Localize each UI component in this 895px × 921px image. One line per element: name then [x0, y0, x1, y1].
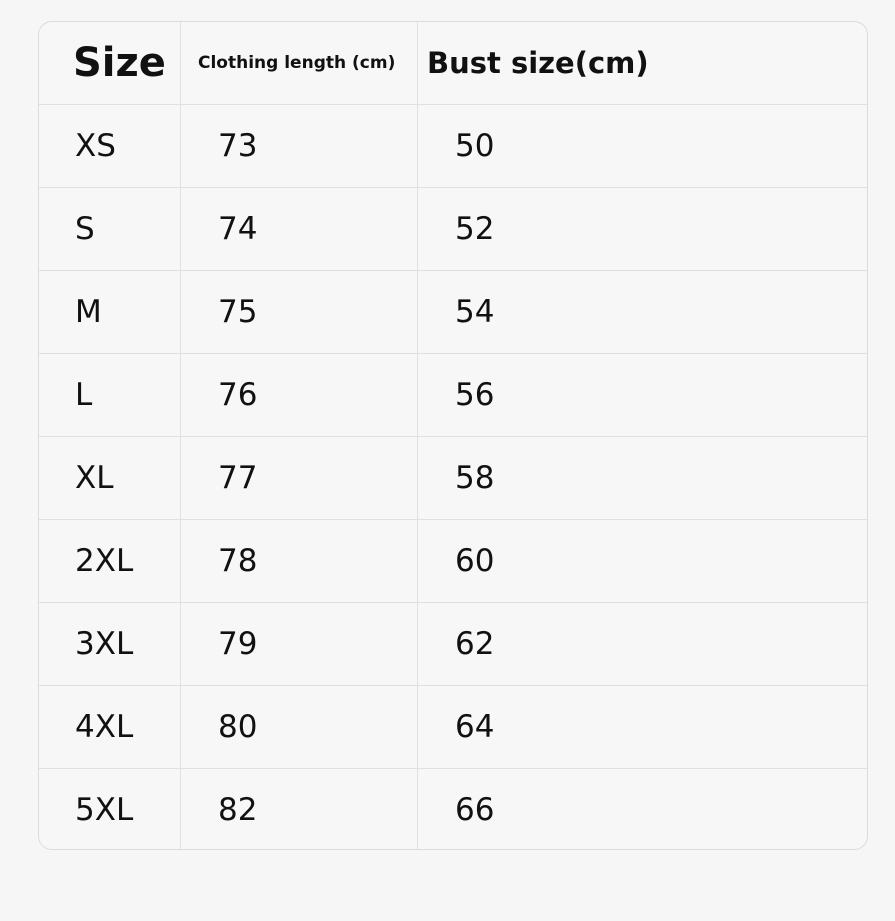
table-cell: 75: [181, 271, 418, 353]
table-cell: 76: [181, 354, 418, 436]
table-cell: M: [39, 271, 181, 353]
table-cell: 50: [455, 128, 495, 164]
table-cell: 4XL: [39, 686, 181, 768]
header-cell: Size: [39, 22, 181, 104]
table-cell: 60: [455, 543, 495, 579]
table-cell: XS: [39, 105, 181, 187]
table-cell: 54: [455, 294, 495, 330]
table-cell: S: [39, 188, 181, 270]
table-cell: L: [39, 354, 181, 436]
table-cell: 80: [181, 686, 418, 768]
table-row: 4XL 80 64: [39, 686, 867, 769]
header-row: Size Clothing length (cm) Bust size(cm): [39, 22, 867, 105]
table-cell: 58: [455, 460, 495, 496]
table-cell: 64: [455, 709, 495, 745]
table-row: 2XL 78 60: [39, 520, 867, 603]
table-row: XL 77 58: [39, 437, 867, 520]
table-cell: 62: [455, 626, 495, 662]
table-row: 3XL 79 62: [39, 603, 867, 686]
table-cell: 3XL: [39, 603, 181, 685]
table-cell: 52: [455, 211, 495, 247]
header-cell: Bust size(cm): [427, 46, 649, 80]
table-row: 5XL 82 66: [39, 769, 867, 849]
table-cell: 56: [455, 377, 495, 413]
table-cell: 74: [181, 188, 418, 270]
header-cell: Clothing length (cm): [181, 22, 418, 104]
table-row: L 76 56: [39, 354, 867, 437]
size-table: Size Clothing length (cm) Bust size(cm) XS 7…: [38, 21, 868, 850]
table-row: S 74 52: [39, 188, 867, 271]
table-cell: XL: [39, 437, 181, 519]
table-cell: 66: [455, 792, 495, 828]
table-cell: 82: [181, 769, 418, 849]
table-cell: 78: [181, 520, 418, 602]
table-cell: 5XL: [39, 769, 181, 849]
table-row: M 75 54: [39, 271, 867, 354]
table-cell: 79: [181, 603, 418, 685]
table-cell: 73: [181, 105, 418, 187]
table-row: XS 73 50: [39, 105, 867, 188]
table-cell: 77: [181, 437, 418, 519]
table-cell: 2XL: [39, 520, 181, 602]
